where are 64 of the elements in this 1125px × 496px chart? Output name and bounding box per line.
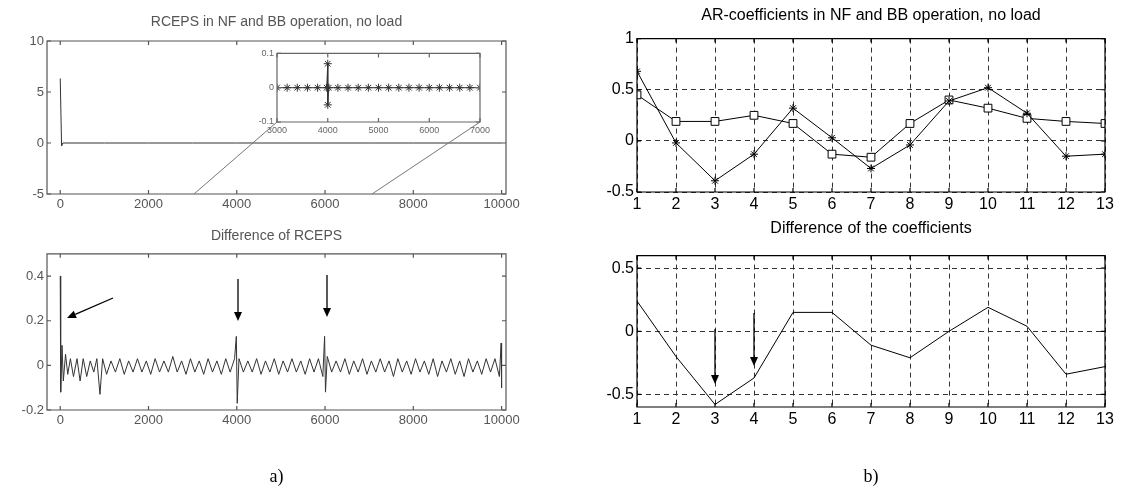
text: a)	[268, 466, 285, 487]
y-tick-label: 0.1	[261, 47, 274, 58]
y-tick-label: 1	[625, 29, 635, 47]
x-tick-label: 4000	[317, 124, 338, 135]
x-tick-label: 11	[1018, 410, 1036, 428]
y-tick-label: -0.2	[21, 401, 44, 417]
chart-title: Difference of RCEPS	[209, 227, 344, 243]
x-tick-label: 2000	[134, 412, 163, 428]
x-tick-label: 7000	[469, 124, 491, 135]
y-tick-label: 0	[36, 356, 44, 372]
y-tick-label: 5	[36, 83, 44, 99]
x-tick-label: 6000	[310, 412, 340, 428]
y-tick-label: -0.5	[606, 384, 635, 402]
x-tick-label: 4000	[222, 412, 252, 428]
chart-title: RCEPS in NF and BB operation, no load	[149, 13, 404, 29]
x-tick-label: 7	[866, 410, 876, 428]
x-tick-label: 7	[866, 195, 876, 213]
chart-title: AR-coefficients in NF and BB operation, no load	[700, 6, 1042, 24]
x-tick-label: 5	[788, 195, 798, 213]
x-tick-label: 6	[827, 195, 837, 213]
x-tick-label: 6000	[310, 196, 340, 212]
x-tick-label: 5000	[368, 124, 389, 135]
x-tick-label: 13	[1096, 410, 1114, 428]
x-tick-label: 13	[1096, 195, 1114, 213]
chart-title: Difference of the coefficients	[769, 219, 973, 237]
y-tick-label: 0.2	[25, 312, 44, 328]
x-tick-label: 9	[944, 410, 954, 428]
x-tick-label: 10000	[483, 412, 520, 428]
x-tick-label: 0	[56, 412, 64, 428]
x-tick-label: 12	[1057, 410, 1075, 428]
x-tick-label: 6000	[419, 124, 440, 135]
x-tick-label: 2	[671, 195, 681, 213]
x-tick-label: 5	[788, 410, 798, 428]
x-tick-label: 8000	[398, 196, 428, 212]
x-tick-label: 10	[979, 410, 997, 428]
y-tick-label: -0.1	[258, 116, 274, 127]
x-tick-label: 2000	[134, 196, 163, 212]
x-tick-label: 8	[905, 195, 915, 213]
y-tick-label: 0.4	[25, 267, 44, 283]
x-tick-label: 3	[710, 410, 720, 428]
text: b)	[862, 466, 880, 487]
x-tick-label: 4	[749, 410, 759, 428]
x-tick-label: 11	[1018, 195, 1036, 213]
y-tick-label: 10	[29, 32, 44, 48]
x-tick-label: 2	[671, 410, 681, 428]
x-tick-label: 8000	[398, 412, 428, 428]
x-tick-label: 3000	[266, 124, 288, 135]
x-tick-label: 0	[56, 196, 64, 212]
y-tick-label: 0	[625, 321, 635, 339]
y-tick-label: 0	[268, 82, 274, 93]
x-tick-label: 8	[905, 410, 915, 428]
y-tick-label: -0.5	[606, 182, 635, 200]
x-tick-label: 10	[979, 195, 997, 213]
y-tick-label: -5	[32, 185, 44, 201]
x-tick-label: 4	[749, 195, 759, 213]
x-tick-label: 4000	[222, 196, 252, 212]
y-tick-label: 0.5	[611, 80, 635, 98]
y-tick-label: 0.5	[611, 258, 635, 276]
x-tick-label: 3	[710, 195, 720, 213]
x-tick-label: 9	[944, 195, 954, 213]
y-tick-label: 0	[36, 134, 44, 150]
x-tick-label: 6	[827, 410, 837, 428]
x-tick-label: 12	[1057, 195, 1075, 213]
x-tick-label: 10000	[483, 196, 520, 212]
